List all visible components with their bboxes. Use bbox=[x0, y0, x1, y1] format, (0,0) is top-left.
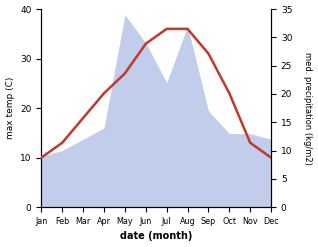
Y-axis label: max temp (C): max temp (C) bbox=[5, 77, 15, 139]
X-axis label: date (month): date (month) bbox=[120, 231, 192, 242]
Y-axis label: med. precipitation (kg/m2): med. precipitation (kg/m2) bbox=[303, 52, 313, 165]
